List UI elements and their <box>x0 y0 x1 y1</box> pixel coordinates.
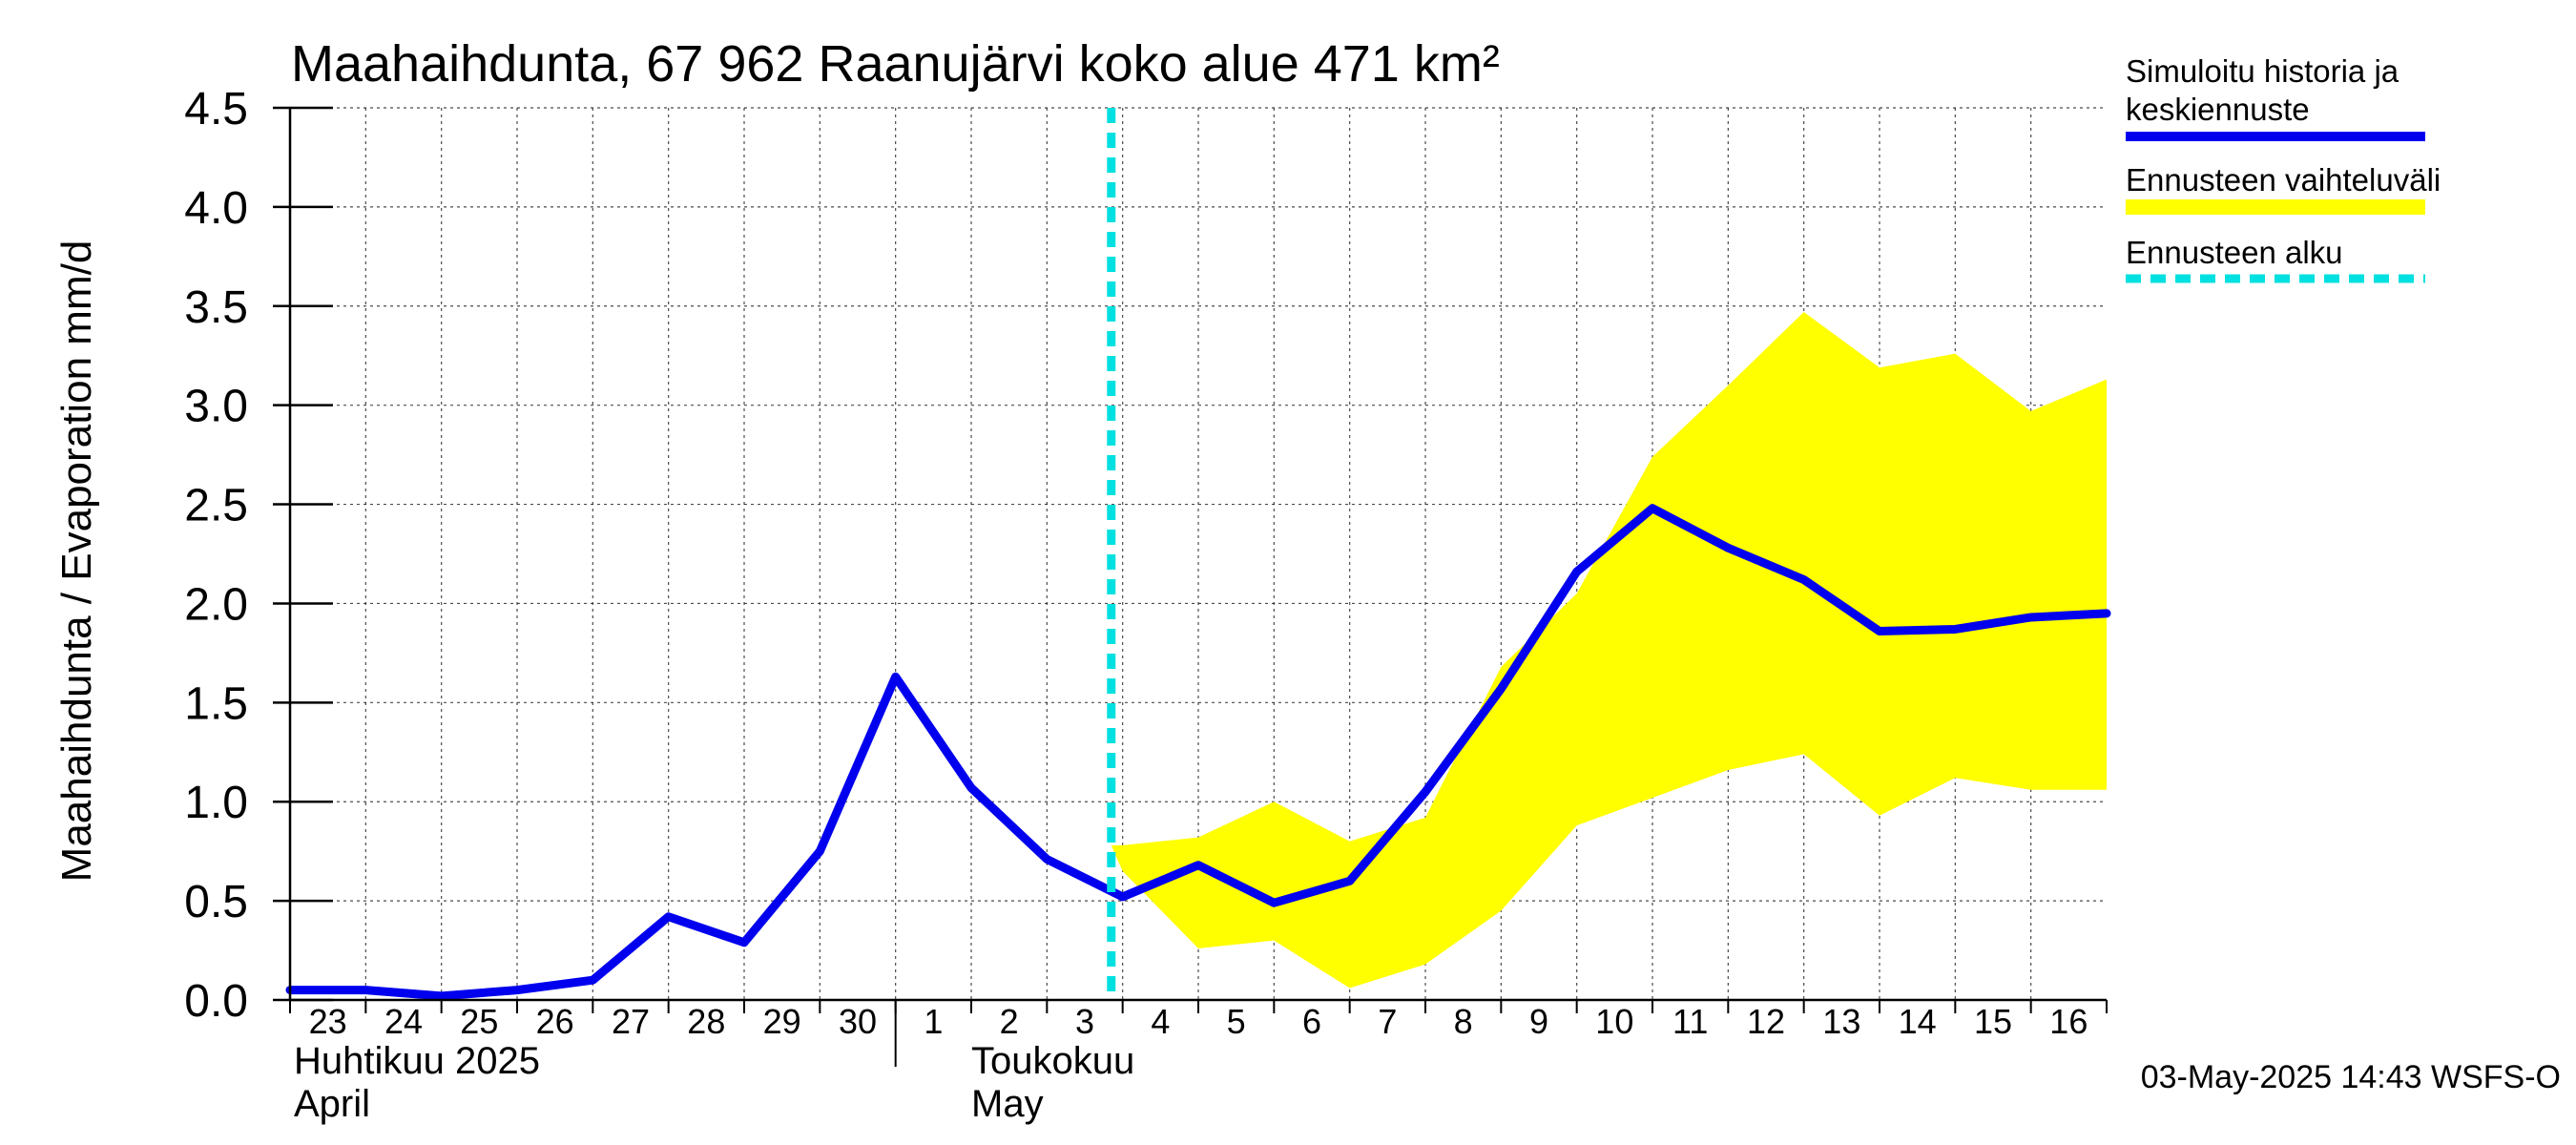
y-tick-label: 3.0 <box>184 382 248 432</box>
x-tick-label: 14 <box>1899 1002 1937 1041</box>
y-axis-label: Maahaihdunta / Evaporation mm/d <box>53 240 100 883</box>
history-point <box>1045 857 1049 862</box>
y-tick-label: 0.5 <box>184 877 248 927</box>
history-point <box>1878 629 1881 634</box>
x-tick-label: 6 <box>1302 1002 1321 1041</box>
x-tick-label: 8 <box>1454 1002 1473 1041</box>
history-point <box>515 988 519 992</box>
x-tick-label: 27 <box>612 1002 650 1041</box>
chart-title: Maahaihdunta, 67 962 Raanujärvi koko alu… <box>291 35 1500 93</box>
history-point <box>1347 879 1352 884</box>
legend-history-label-2: keskiennuste <box>2126 92 2310 127</box>
history-point <box>742 940 746 945</box>
legend: Simuloitu historia ja keskiennuste Ennus… <box>2126 53 2441 283</box>
y-tick-label: 3.5 <box>184 282 248 333</box>
legend-start-label: Ennusteen alku <box>2126 235 2343 270</box>
x-tick-label: 7 <box>1378 1002 1397 1041</box>
history-point <box>1272 901 1277 906</box>
month-label-april-fi: Huhtikuu 2025 <box>294 1040 540 1082</box>
history-and-mean-forecast <box>285 504 2111 1001</box>
x-tick-label: 24 <box>384 1002 423 1041</box>
x-tick-label: 5 <box>1227 1002 1246 1041</box>
forecast-range-band <box>1111 312 2107 989</box>
history-point <box>666 914 671 919</box>
x-tick-label: 15 <box>1974 1002 2012 1041</box>
history-point <box>439 993 444 998</box>
x-tick-label: 10 <box>1595 1002 1633 1041</box>
history-point <box>1574 570 1579 574</box>
x-tick-label: 23 <box>309 1002 347 1041</box>
y-tick-label: 4.0 <box>184 183 248 234</box>
y-tick-label: 1.0 <box>184 778 248 828</box>
history-point <box>2105 611 2109 615</box>
y-tick-label: 1.5 <box>184 678 248 729</box>
history-point <box>1726 546 1731 551</box>
history-point <box>364 988 368 992</box>
x-tick-label: 9 <box>1529 1002 1548 1041</box>
footer-timestamp: 03-May-2025 14:43 WSFS-O <box>2141 1059 2561 1095</box>
x-tick-label: 28 <box>687 1002 725 1041</box>
history-point <box>591 978 595 983</box>
axes <box>273 106 2108 1067</box>
x-tick-label: 30 <box>839 1002 877 1041</box>
history-point <box>969 785 973 790</box>
month-label-april-en: April <box>294 1083 370 1125</box>
x-tick-label: 4 <box>1151 1002 1170 1041</box>
forecast-range <box>1111 312 2107 989</box>
y-tick-label: 2.0 <box>184 579 248 630</box>
x-tick-label: 13 <box>1822 1002 1860 1041</box>
history-point <box>1953 627 1958 632</box>
legend-history-label-1: Simuloitu historia ja <box>2126 53 2399 89</box>
history-point <box>1651 506 1654 510</box>
x-tick-label: 26 <box>536 1002 574 1041</box>
history-point <box>2028 614 2033 619</box>
x-tick-label: 2 <box>1000 1002 1019 1041</box>
history-point <box>1423 789 1427 794</box>
y-tick-label: 2.5 <box>184 481 248 531</box>
history-point <box>1801 577 1806 582</box>
x-tick-label: 3 <box>1075 1002 1094 1041</box>
history-point <box>1120 894 1125 899</box>
x-tick-label: 16 <box>2049 1002 2088 1041</box>
month-label-may-en: May <box>971 1083 1044 1125</box>
month-label-may-fi: Toukokuu <box>971 1040 1134 1082</box>
history-point <box>818 849 822 854</box>
x-tick-label: 29 <box>763 1002 801 1041</box>
labels: 0.00.51.01.52.02.53.03.54.04.523 24 25 26 27… <box>184 84 2088 1041</box>
x-tick-label: 25 <box>460 1002 498 1041</box>
x-tick-label: 1 <box>924 1002 943 1041</box>
y-tick-label: 0.0 <box>184 976 248 1027</box>
x-tick-label: 11 <box>1672 1002 1708 1041</box>
y-tick-label: 4.5 <box>184 84 248 135</box>
history-point <box>1499 686 1504 691</box>
x-tick-label: 12 <box>1747 1002 1785 1041</box>
history-point <box>1196 863 1200 867</box>
legend-range-label: Ennusteen vaihteluväli <box>2126 162 2441 198</box>
history-point <box>893 675 898 679</box>
